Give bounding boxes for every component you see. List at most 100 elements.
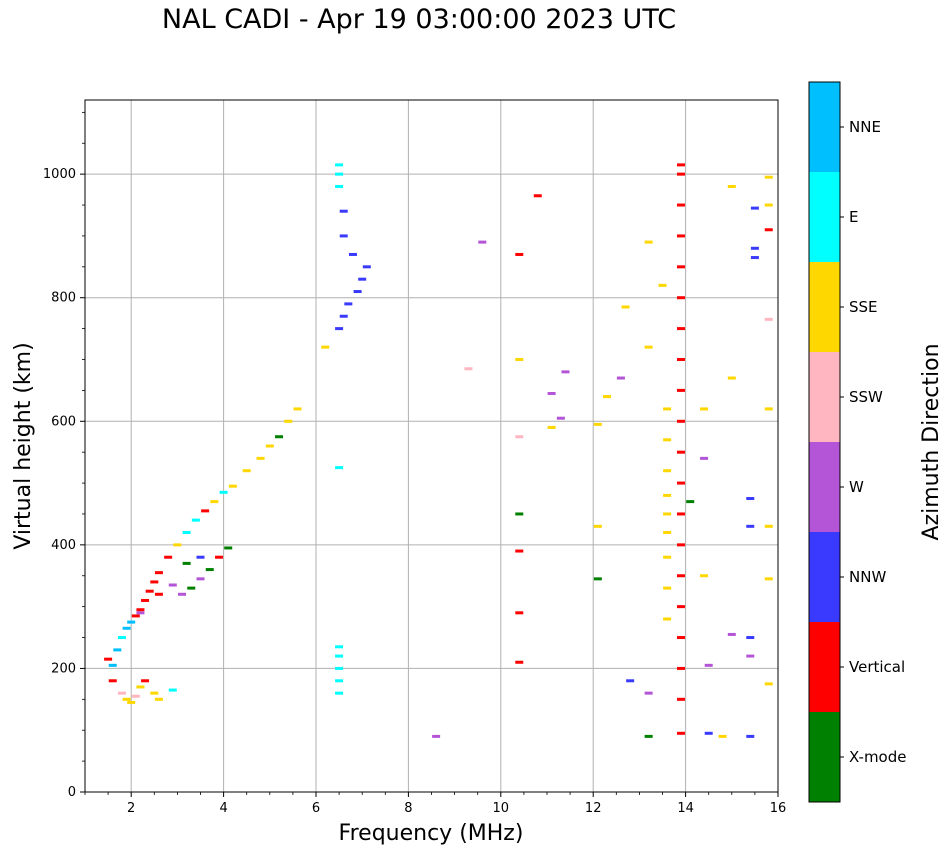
colorbar-label: Azimuth Direction xyxy=(919,343,944,540)
echo-point xyxy=(117,636,126,640)
echo-point xyxy=(676,296,685,300)
echo-point xyxy=(676,666,685,670)
echo-point xyxy=(676,265,685,269)
echo-point xyxy=(676,358,685,361)
echo-point xyxy=(335,327,344,331)
echo-point xyxy=(616,376,625,380)
echo-point xyxy=(168,688,177,692)
colorbar-tick-label: SSW xyxy=(849,388,883,406)
echo-point xyxy=(704,731,713,735)
echo-point xyxy=(663,493,672,497)
echo-point xyxy=(191,518,200,522)
x-tick-label: 16 xyxy=(770,801,787,816)
echo-point xyxy=(663,512,672,516)
echo-point xyxy=(284,419,293,423)
echo-point xyxy=(256,456,265,460)
echo-point xyxy=(561,370,570,374)
echo-point xyxy=(676,234,685,238)
echo-point xyxy=(533,194,542,198)
echo-point xyxy=(676,327,685,331)
echo-point xyxy=(131,614,140,618)
echo-point xyxy=(676,574,685,578)
echo-point xyxy=(764,524,773,528)
echo-point xyxy=(358,277,367,281)
echo-point xyxy=(750,256,759,260)
echo-point xyxy=(764,228,773,232)
echo-point xyxy=(515,549,524,553)
y-tick-label: 200 xyxy=(51,661,76,676)
echo-point xyxy=(145,589,154,593)
echo-point xyxy=(335,466,344,470)
echo-point xyxy=(663,555,672,559)
echo-point xyxy=(676,512,685,516)
echo-point xyxy=(593,422,602,426)
echo-point xyxy=(727,185,736,188)
echo-point xyxy=(127,700,136,704)
y-tick-label: 800 xyxy=(51,291,76,306)
echo-point xyxy=(136,611,145,615)
echo-point xyxy=(764,577,773,581)
echo-point xyxy=(187,586,196,590)
y-tick-label: 600 xyxy=(51,414,76,429)
echo-point xyxy=(515,660,524,664)
echo-point xyxy=(335,645,344,649)
echo-point xyxy=(108,663,117,667)
echo-point xyxy=(676,731,685,735)
echo-point xyxy=(746,497,755,501)
echo-point xyxy=(746,654,755,658)
y-tick-label: 1000 xyxy=(43,167,76,182)
echo-point xyxy=(644,734,653,738)
echo-point xyxy=(663,531,672,534)
echo-point xyxy=(293,407,302,411)
colorbar-tick-label: X-mode xyxy=(849,748,906,766)
echo-point xyxy=(348,252,357,256)
echo-point xyxy=(603,395,612,399)
echo-point xyxy=(242,469,251,473)
echo-point xyxy=(700,456,709,460)
x-tick-label: 14 xyxy=(677,801,694,816)
plot-frame xyxy=(84,99,779,793)
echo-point xyxy=(335,666,344,670)
y-axis: 0 200 400 600 800 1000 xyxy=(43,111,85,800)
echo-point xyxy=(339,234,348,238)
echo-point xyxy=(704,663,713,667)
echo-point xyxy=(547,425,556,429)
echo-point xyxy=(168,583,177,587)
echo-point xyxy=(764,175,773,179)
echo-point xyxy=(515,252,524,256)
echo-point xyxy=(335,691,344,695)
echo-point xyxy=(676,388,685,392)
colorbar-tick-label: NNW xyxy=(849,568,886,586)
echo-point xyxy=(321,345,330,349)
x-tick-label: 8 xyxy=(404,801,412,816)
echo-point xyxy=(593,524,602,528)
echo-point xyxy=(644,345,653,349)
echo-point xyxy=(154,592,163,596)
echo-point xyxy=(173,543,182,547)
echo-point xyxy=(644,691,653,695)
echo-point xyxy=(353,290,362,294)
echo-point xyxy=(214,555,223,559)
echo-point xyxy=(663,407,672,411)
chart-title: NAL CADI - Apr 19 03:00:00 2023 UTC xyxy=(161,4,677,35)
echo-point xyxy=(344,302,353,306)
x-tick-label: 10 xyxy=(493,801,510,816)
echo-point xyxy=(275,435,284,439)
colorbar-tick-label: SSE xyxy=(849,298,878,316)
echo-point xyxy=(658,283,667,287)
echo-point xyxy=(764,682,773,686)
x-tick-label: 4 xyxy=(219,801,227,816)
y-axis-label: Virtual height (km) xyxy=(11,342,36,549)
echo-point xyxy=(746,524,755,528)
echo-point xyxy=(196,577,205,581)
echo-point xyxy=(182,531,191,534)
colorbar-tick-label: W xyxy=(849,478,864,496)
echo-point xyxy=(178,592,187,596)
echo-point xyxy=(335,172,344,176)
echo-point xyxy=(104,657,113,661)
echo-point xyxy=(136,608,145,612)
echo-point xyxy=(515,611,524,615)
y-tick-label: 400 xyxy=(51,538,76,553)
echo-point xyxy=(727,632,736,636)
